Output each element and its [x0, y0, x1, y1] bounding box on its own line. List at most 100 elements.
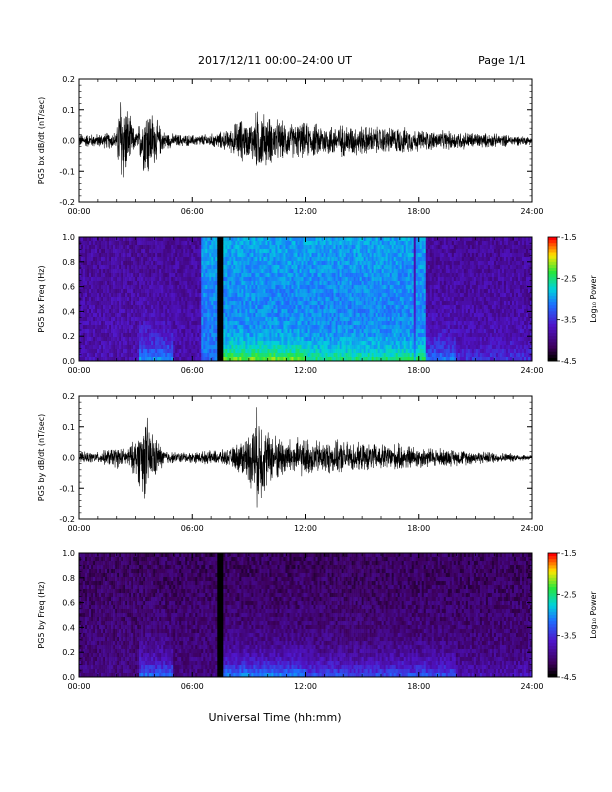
heatmap-cell — [351, 357, 354, 362]
heatmap-cell — [119, 321, 122, 326]
heatmap-cell — [83, 325, 86, 330]
heatmap-cell — [367, 317, 370, 322]
heatmap-cell — [339, 321, 342, 326]
heatmap-cell — [257, 341, 260, 346]
heatmap-cell — [337, 269, 340, 274]
heatmap-cell — [273, 249, 276, 254]
heatmap-cell — [347, 357, 350, 362]
heatmap-cell — [289, 257, 292, 262]
heatmap-cell — [237, 265, 240, 270]
heatmap-cell — [351, 293, 354, 298]
heatmap-cell — [215, 337, 218, 342]
heatmap-cell — [207, 269, 210, 274]
heatmap-cell — [343, 245, 346, 250]
heatmap-cell — [163, 349, 166, 354]
heatmap-cell — [275, 285, 278, 290]
heatmap-cell — [169, 309, 172, 314]
heatmap-cell — [87, 249, 90, 254]
heatmap-cell — [153, 345, 156, 350]
heatmap-cell — [307, 273, 310, 278]
heatmap-cell — [171, 257, 174, 262]
heatmap-cell — [271, 245, 274, 250]
heatmap-cell — [113, 305, 116, 310]
heatmap-cell — [187, 253, 190, 258]
heatmap-cell — [375, 285, 378, 290]
heatmap-cell — [175, 265, 178, 270]
heatmap-cell — [281, 293, 284, 298]
heatmap-cell — [283, 353, 286, 358]
heatmap-cell — [125, 281, 128, 286]
heatmap-cell — [355, 257, 358, 262]
heatmap-cell — [175, 289, 178, 294]
heatmap-cell — [289, 237, 292, 242]
heatmap-cell — [157, 293, 160, 298]
heatmap-cell — [351, 305, 354, 310]
heatmap-cell — [113, 337, 116, 342]
heatmap-cell — [361, 349, 364, 354]
heatmap-cell — [337, 341, 340, 346]
heatmap-cell — [155, 309, 158, 314]
heatmap-cell — [279, 249, 282, 254]
heatmap-cell — [307, 281, 310, 286]
heatmap-cell — [143, 249, 146, 254]
heatmap-cell — [233, 257, 236, 262]
heatmap-cell — [143, 321, 146, 326]
heatmap-cell — [299, 261, 302, 266]
heatmap-cell — [297, 317, 300, 322]
heatmap-cell — [353, 333, 356, 338]
heatmap-cell — [351, 249, 354, 254]
heatmap-cell — [373, 281, 376, 286]
heatmap-cell — [341, 329, 344, 334]
heatmap-cell — [349, 341, 352, 346]
heatmap-cell — [193, 305, 196, 310]
heatmap-cell — [363, 289, 366, 294]
heatmap-cell — [309, 313, 312, 318]
heatmap-cell — [295, 289, 298, 294]
heatmap-cell — [209, 281, 212, 286]
heatmap-cell — [345, 297, 348, 302]
heatmap-cell — [201, 337, 204, 342]
heatmap-cell — [291, 293, 294, 298]
heatmap-cell — [215, 293, 218, 298]
heatmap-cell — [377, 337, 380, 342]
heatmap-cell — [145, 309, 148, 314]
heatmap-cell — [125, 325, 128, 330]
heatmap-cell — [333, 253, 336, 258]
heatmap-cell — [347, 337, 350, 342]
heatmap-cell — [155, 273, 158, 278]
heatmap-cell — [351, 353, 354, 358]
heatmap-cell — [153, 265, 156, 270]
heatmap-cell — [125, 245, 128, 250]
heatmap-cell — [101, 249, 104, 254]
heatmap-cell — [393, 269, 396, 274]
heatmap-cell — [251, 345, 254, 350]
heatmap-cell — [117, 345, 120, 350]
heatmap-cell — [117, 313, 120, 318]
heatmap-cell — [195, 289, 198, 294]
heatmap-cell — [189, 325, 192, 330]
heatmap-cell — [309, 261, 312, 266]
heatmap-cell — [93, 253, 96, 258]
heatmap-cell — [389, 241, 392, 246]
heatmap-cell — [267, 265, 270, 270]
heatmap-cell — [159, 345, 162, 350]
heatmap-cell — [297, 345, 300, 350]
heatmap-cell — [351, 237, 354, 242]
heatmap-cell — [353, 253, 356, 258]
heatmap-cell — [145, 337, 148, 342]
heatmap-cell — [381, 281, 384, 286]
heatmap-cell — [107, 269, 110, 274]
heatmap-cell — [257, 253, 260, 258]
heatmap-cell — [383, 329, 386, 334]
heatmap-cell — [97, 245, 100, 250]
heatmap-cell — [205, 333, 208, 338]
heatmap-cell — [145, 273, 148, 278]
heatmap-cell — [89, 353, 92, 358]
heatmap-cell — [91, 301, 94, 306]
heatmap-cell — [229, 305, 232, 310]
heatmap-cell — [235, 241, 238, 246]
heatmap-cell — [125, 345, 128, 350]
heatmap-cell — [373, 305, 376, 310]
heatmap-cell — [109, 281, 112, 286]
heatmap-cell — [115, 321, 118, 326]
